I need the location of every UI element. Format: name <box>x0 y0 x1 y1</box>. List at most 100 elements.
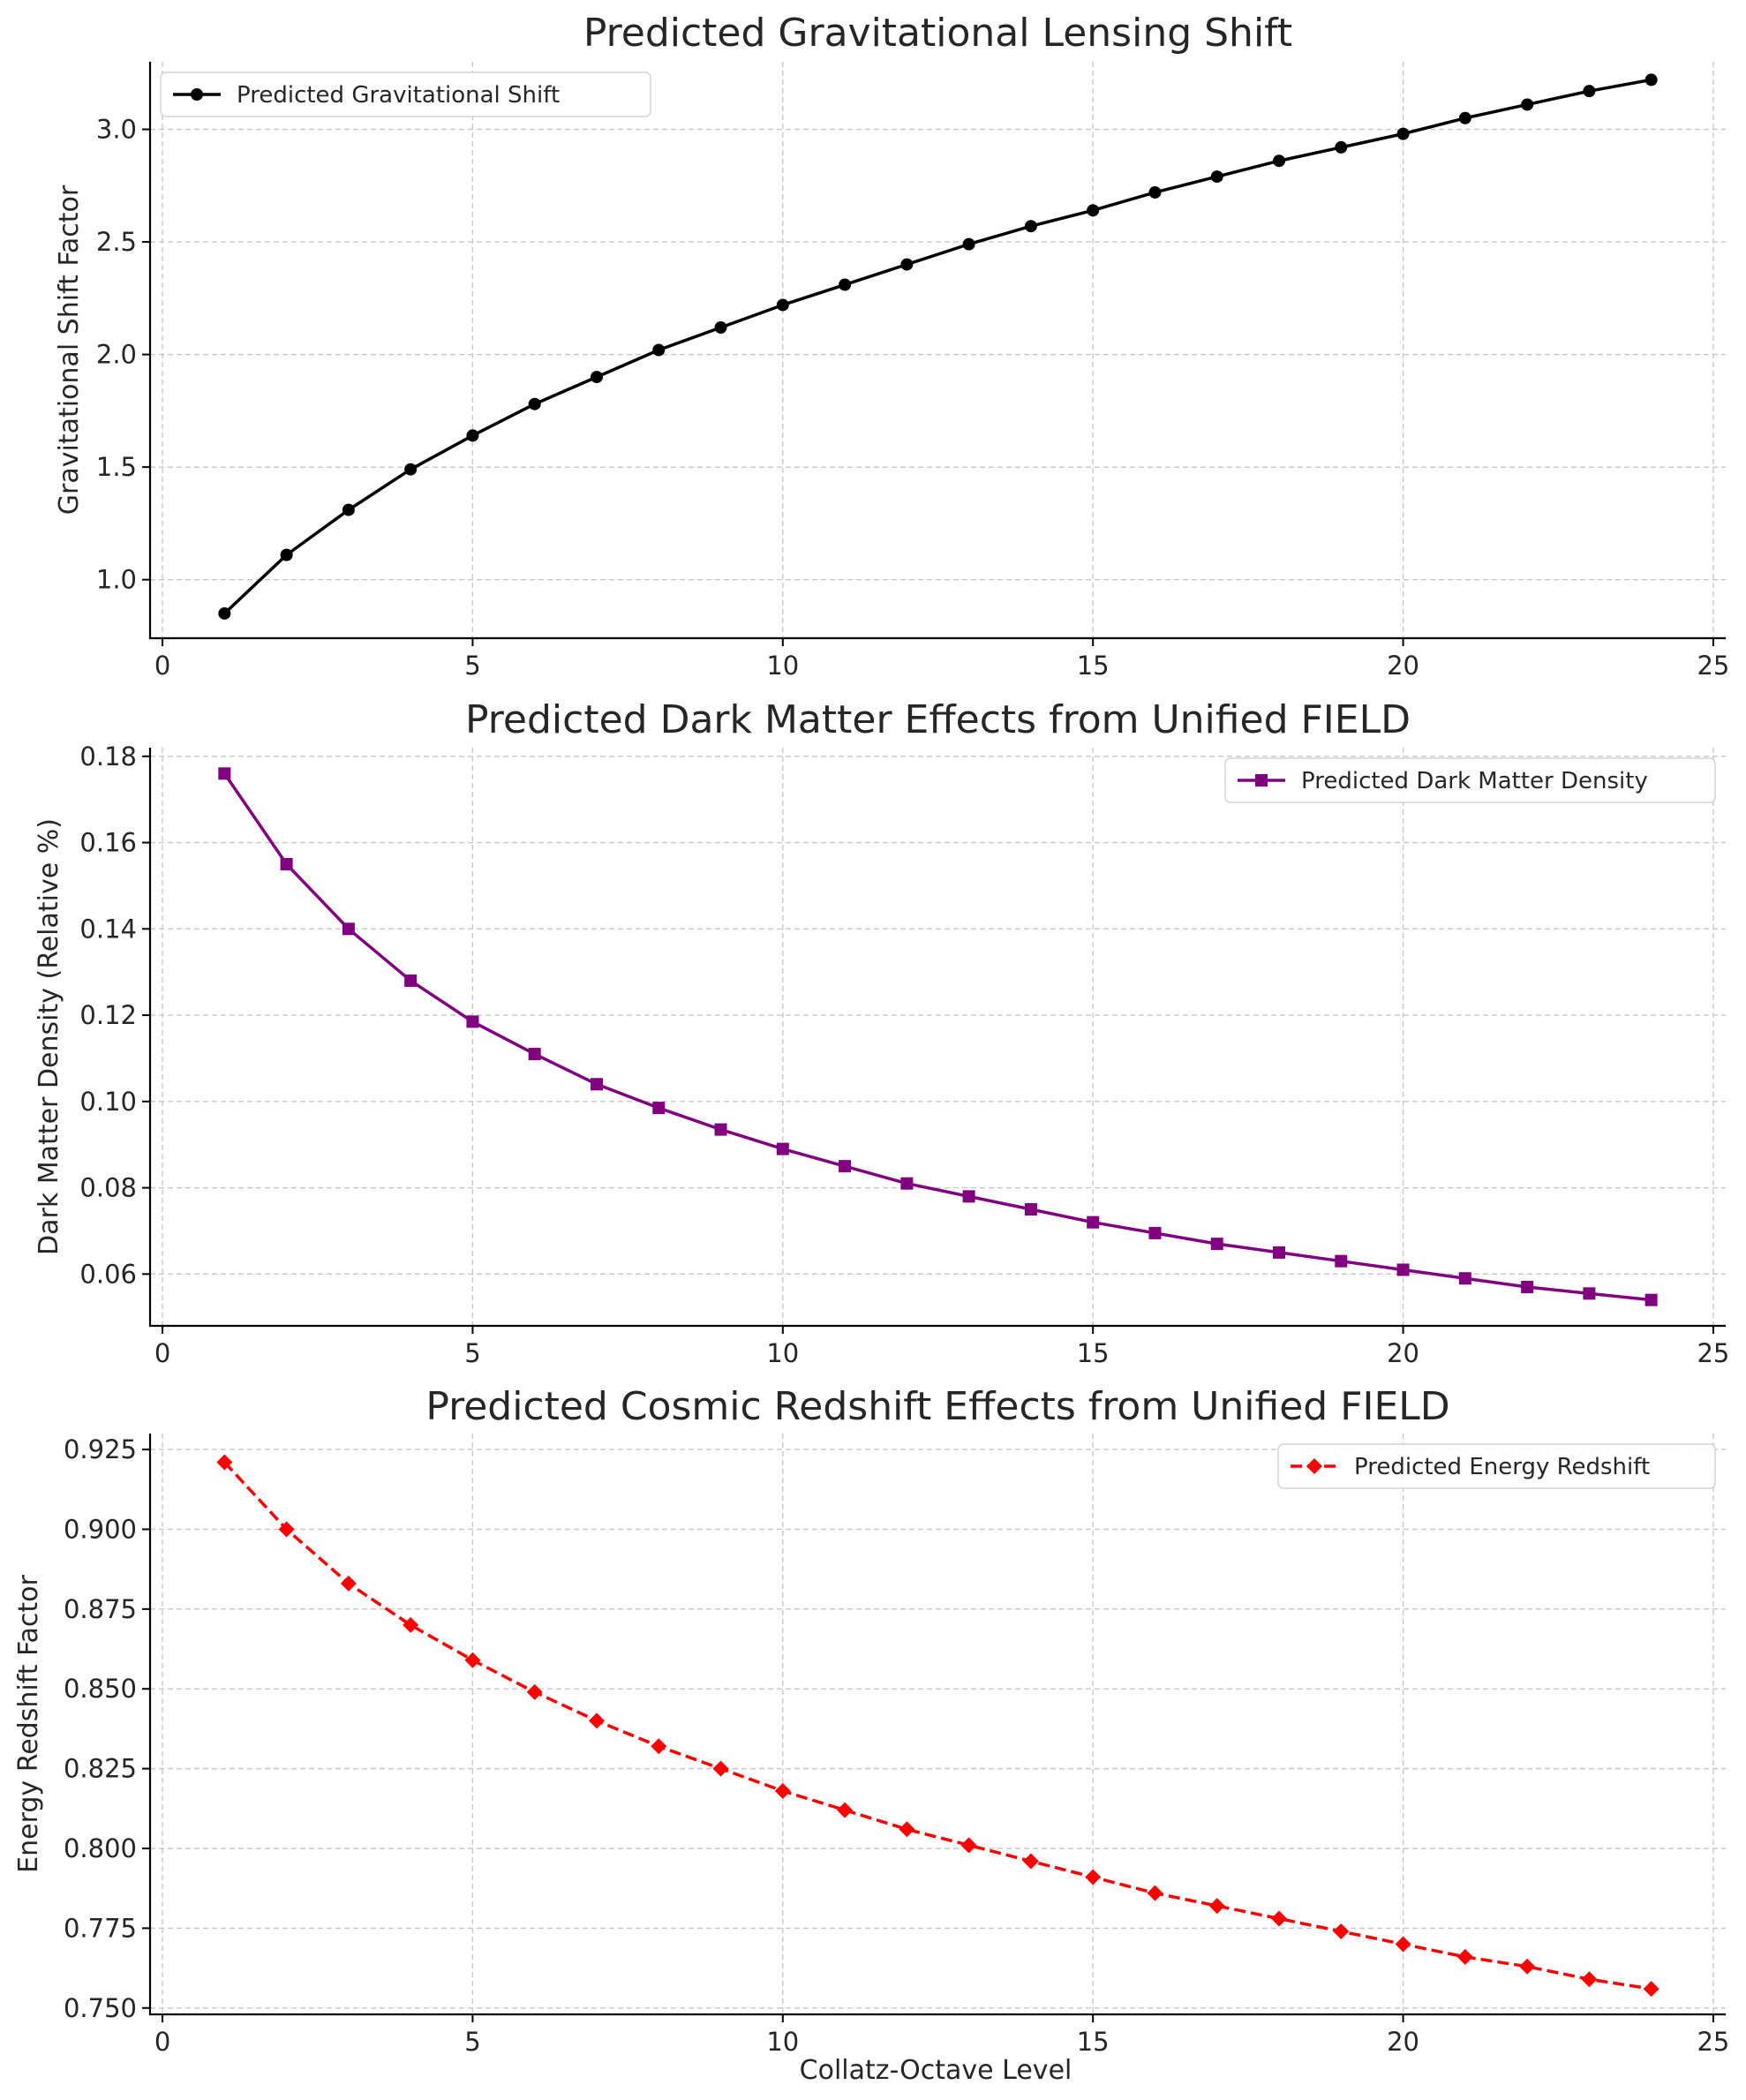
x-tick-label: 25 <box>1697 1338 1729 1368</box>
x-tick-label: 0 <box>154 2027 170 2057</box>
axis-spines <box>148 1434 1726 2016</box>
x-tick-label: 15 <box>1077 651 1110 681</box>
data-point <box>1147 1885 1163 1901</box>
data-point <box>1148 185 1162 199</box>
data-point <box>342 503 355 516</box>
legend-box <box>1277 1443 1716 1489</box>
y-tick-label: 0.16 <box>79 828 137 858</box>
x-tick-label: 10 <box>766 2027 799 2057</box>
cosmic-redshift-chart: 0 5 10 15 20 25 0.750 0.775 0.800 0.825 0.850 0.875… <box>13 1384 1729 2057</box>
data-point <box>1644 1293 1658 1306</box>
data-point <box>900 1177 914 1190</box>
data-point <box>1395 1936 1411 1953</box>
axis-spines <box>148 748 1726 1328</box>
data-point <box>1273 1246 1286 1259</box>
y-tick-label: 0.10 <box>79 1087 137 1117</box>
data-point <box>1087 1216 1100 1229</box>
data-point <box>466 429 479 442</box>
data-point <box>340 1575 357 1592</box>
legend-label: Predicted Gravitational Shift <box>237 82 560 109</box>
data-point <box>278 1521 295 1538</box>
data-point <box>960 1837 977 1854</box>
x-tick-label: 20 <box>1387 651 1419 681</box>
data-point <box>652 1102 666 1115</box>
data-point <box>1581 1971 1598 1988</box>
y-tick-label: 0.925 <box>64 1434 137 1464</box>
data-point <box>216 1454 233 1471</box>
y-tick-label: 0.900 <box>64 1514 137 1544</box>
x-tick-label: 10 <box>766 651 799 681</box>
legend-label: Predicted Energy Redshift <box>1354 1454 1650 1480</box>
data-point <box>837 1802 854 1818</box>
y-tick-label: 1.0 <box>96 565 137 595</box>
data-point <box>404 463 418 476</box>
y-tick-label: 0.750 <box>64 1993 137 2023</box>
y-axis-label: Gravitational Shift Factor <box>54 184 85 515</box>
data-point <box>776 1142 789 1155</box>
data-point <box>1583 1287 1596 1300</box>
y-axis-label: Energy Redshift Factor <box>13 1574 44 1872</box>
data-point <box>1210 170 1223 184</box>
data-point <box>1519 1958 1536 1975</box>
data-point <box>776 298 789 312</box>
data-point <box>1210 1238 1223 1251</box>
y-tick-label: 0.14 <box>79 914 137 944</box>
x-tick-label: 20 <box>1387 2027 1419 2057</box>
data-point <box>1521 1281 1534 1294</box>
legend-label: Predicted Dark Matter Density <box>1301 768 1648 794</box>
y-tick-label: 0.06 <box>79 1259 137 1289</box>
data-point <box>1022 1853 1039 1870</box>
y-tick-label: 2.0 <box>96 340 137 370</box>
data-point <box>652 343 666 357</box>
x-tick-label: 0 <box>154 1338 170 1368</box>
data-point <box>651 1738 667 1755</box>
legend-box <box>160 72 651 117</box>
chart-title: Predicted Dark Matter Effects from Unifi… <box>465 697 1411 742</box>
data-point <box>526 1683 543 1700</box>
data-point <box>590 1078 603 1091</box>
y-tick-label: 0.12 <box>79 1000 137 1030</box>
data-point <box>899 1821 915 1838</box>
data-point <box>1335 1254 1348 1268</box>
data-point <box>466 1015 479 1028</box>
data-point <box>962 237 975 251</box>
data-point <box>1521 98 1534 111</box>
data-point <box>1458 111 1471 124</box>
y-tick-label: 0.825 <box>64 1754 137 1784</box>
data-point <box>900 258 914 271</box>
data-point <box>218 767 231 780</box>
series-line <box>223 1461 1652 1991</box>
data-point <box>1085 1869 1102 1885</box>
series-line <box>223 78 1652 615</box>
data-point <box>1024 220 1037 233</box>
y-tick-label: 3.0 <box>96 115 137 145</box>
legend-marker <box>191 88 203 101</box>
data-point <box>528 397 541 410</box>
y-tick-label: 0.775 <box>64 1913 137 1943</box>
data-point <box>1208 1898 1225 1915</box>
chart-title: Predicted Gravitational Lensing Shift <box>583 11 1292 56</box>
x-tick-label: 15 <box>1077 2027 1110 2057</box>
data-point <box>528 1048 541 1061</box>
data-point <box>1396 127 1410 140</box>
data-point <box>1273 154 1286 168</box>
x-tick-label: 20 <box>1387 1338 1419 1368</box>
data-point <box>1643 1981 1659 1998</box>
data-point <box>1148 1226 1162 1239</box>
data-point <box>464 1652 481 1668</box>
data-point <box>588 1712 605 1729</box>
x-tick-label: 0 <box>154 651 170 681</box>
data-point <box>1644 73 1658 87</box>
data-point <box>590 371 603 384</box>
data-point <box>280 857 293 870</box>
legend-marker <box>1306 1458 1322 1474</box>
y-tick-label: 0.850 <box>64 1674 137 1704</box>
data-point <box>839 1160 852 1173</box>
chart-title: Predicted Cosmic Redshift Effects from U… <box>425 1384 1449 1429</box>
data-point <box>1458 1272 1471 1285</box>
y-tick-label: 0.875 <box>64 1594 137 1624</box>
data-point <box>714 320 727 334</box>
data-point <box>712 1760 729 1777</box>
figure-x-axis-label: Collatz-Octave Level <box>800 2055 1072 2086</box>
